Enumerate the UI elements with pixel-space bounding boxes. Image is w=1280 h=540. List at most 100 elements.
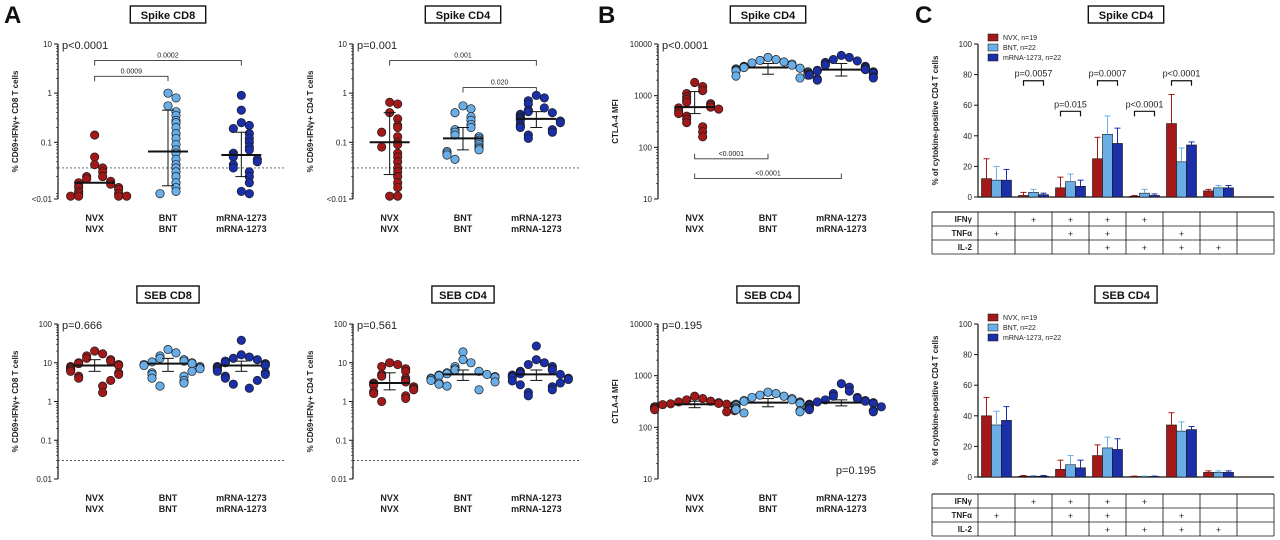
comparison-label: p<0.0001 (1163, 69, 1201, 79)
data-point (523, 391, 533, 401)
data-point (844, 386, 854, 396)
comparison-bracket (94, 75, 169, 82)
bar (1166, 424, 1177, 478)
y-tick-label: 100 (959, 320, 973, 329)
data-point (787, 60, 797, 70)
category-label: BNT (159, 224, 178, 234)
category-label: NVX (85, 224, 104, 234)
data-point (682, 395, 692, 405)
bar (1176, 161, 1187, 198)
data-point (458, 355, 468, 365)
data-point (106, 356, 116, 366)
bar (1075, 467, 1086, 478)
category-label: NVX (685, 493, 704, 503)
data-point (82, 353, 92, 363)
y-tick-label: 100 (639, 143, 653, 152)
y-tick-label: 1 (48, 89, 53, 98)
data-point (739, 408, 749, 418)
category-label: mRNA-1273 (216, 213, 267, 223)
comparison-label: 0.020 (491, 80, 509, 87)
category-label: BNT (454, 213, 473, 223)
data-point (474, 385, 484, 395)
table-mark: + (1031, 497, 1036, 507)
legend-swatch (987, 33, 999, 42)
data-point (812, 397, 822, 407)
data-point (244, 120, 254, 130)
data-point (747, 58, 757, 68)
data-point (531, 355, 541, 365)
legend-label: NVX, n=19 (1003, 35, 1037, 42)
bar (1018, 475, 1029, 478)
data-point (722, 407, 732, 417)
chart-title: SEB CD8 (144, 290, 192, 302)
chart-title: Spike CD8 (141, 10, 195, 22)
data-point (523, 359, 533, 370)
data-point (739, 63, 749, 73)
comparison-bracket (1096, 80, 1119, 86)
data-point (187, 359, 197, 369)
data-point (122, 191, 132, 201)
data-point (155, 381, 165, 391)
data-point (90, 346, 100, 356)
comparison-bracket (462, 87, 537, 93)
chart-title: Spike CD4 (436, 10, 491, 22)
bar (1018, 195, 1029, 198)
table-mark: + (1105, 215, 1110, 225)
legend-swatch (987, 53, 999, 62)
table-mark: + (1068, 511, 1073, 521)
category-label: mRNA-1273 (511, 504, 562, 514)
data-point (98, 388, 108, 398)
chart-title: Spike CD4 (1099, 10, 1154, 22)
category-label: BNT (159, 504, 178, 514)
bar (1102, 447, 1113, 478)
data-point (828, 55, 838, 65)
table-mark: + (1179, 243, 1184, 253)
category-label: NVX (380, 224, 399, 234)
y-tick-label: 60 (963, 381, 972, 390)
category-label: mRNA-1273 (511, 213, 562, 223)
data-point (147, 373, 157, 383)
y-tick-label: 10 (643, 475, 652, 484)
data-point (252, 355, 262, 365)
data-point (804, 70, 814, 80)
data-point (650, 405, 660, 415)
data-point (106, 179, 116, 189)
scatter-chart: SEB CD8 100 10 1 0.1 0.01 % CD69+IFNγ+ CD8 T c… (11, 285, 286, 514)
table-mark: + (1216, 243, 1221, 253)
data-point (547, 127, 557, 137)
data-point (74, 191, 84, 201)
data-point (393, 182, 403, 193)
bar-chart: Spike CD4 0 20 40 60 80 100 % of cytokine-posit… (931, 5, 1275, 255)
data-point (531, 341, 541, 351)
scatter-chart: SEB CD4 10000 1000 100 10 CTLA-4 MFI p=0.195 p=… (611, 285, 886, 514)
comparison-bracket (1022, 80, 1045, 86)
category-label: NVX (85, 504, 104, 514)
data-point (187, 366, 197, 376)
data-point (714, 398, 724, 408)
data-point (179, 378, 189, 388)
bar (1213, 472, 1224, 478)
data-point (252, 375, 262, 385)
table-row-label: IL-2 (958, 525, 973, 534)
data-point (507, 376, 517, 386)
chart-title-box (431, 285, 495, 304)
comparison-label: p=0.0007 (1089, 69, 1127, 79)
table-mark: + (1105, 525, 1110, 535)
p-value-label: p=0.561 (357, 320, 397, 332)
category-label: mRNA-1273 (511, 224, 562, 234)
comparison-label: 0.0009 (121, 68, 143, 75)
table-mark: + (1216, 525, 1221, 535)
data-point (482, 369, 492, 379)
bar (991, 424, 1002, 478)
y-axis-label: % CD69+IFNγ+ CD8 T cells (11, 350, 20, 452)
data-point (547, 108, 557, 118)
category-label: mRNA-1273 (816, 493, 867, 503)
data-point (252, 157, 262, 167)
chart-title-box (1087, 5, 1165, 24)
y-axis-label: % CD69+IFNγ+ CD4 T cells (306, 350, 315, 452)
comparison-label: 0.0002 (157, 53, 179, 60)
table-row-label: TNFα (952, 229, 973, 238)
y-tick-label: 10000 (630, 40, 653, 49)
scatter-chart: SEB CD4 100 10 1 0.1 0.01 % CD69+IFNγ+ CD4 T c… (306, 285, 581, 514)
y-tick-label: 0 (968, 473, 973, 482)
